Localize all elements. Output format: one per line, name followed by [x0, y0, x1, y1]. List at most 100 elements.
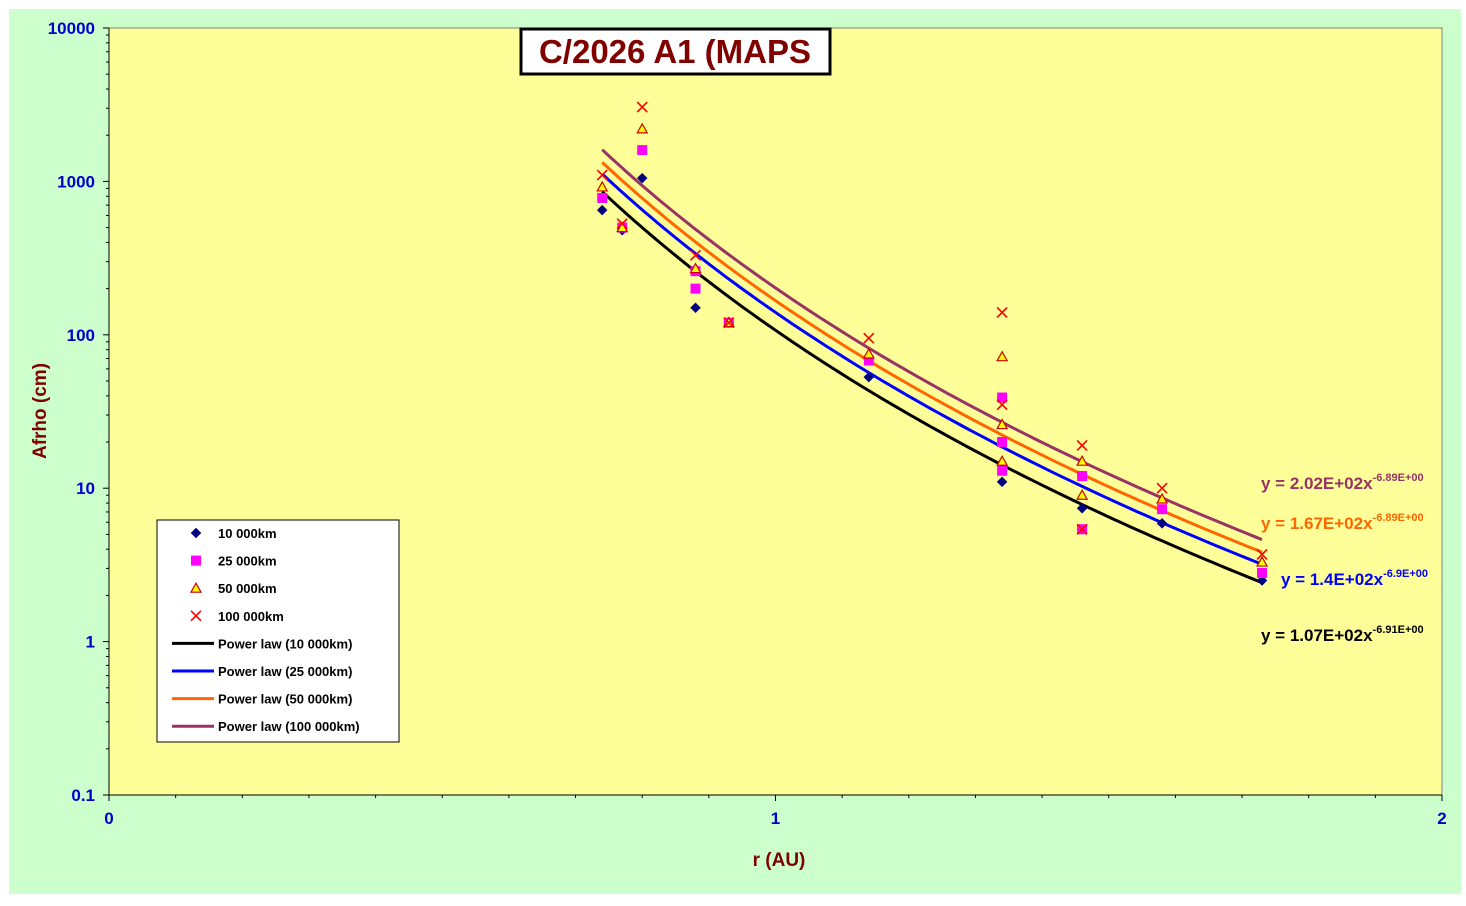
- diamond-marker: [1256, 575, 1268, 586]
- cross-stroke: [723, 317, 735, 329]
- square-marker: [997, 392, 1008, 403]
- data-point: [997, 465, 1008, 476]
- fit-line: [601, 172, 1263, 566]
- data-point: [690, 283, 701, 294]
- square-marker: [997, 465, 1008, 476]
- diamond-marker: [690, 302, 701, 314]
- square-marker: [1077, 471, 1088, 482]
- x-tick-label: 1: [771, 809, 780, 828]
- data-point: [1156, 517, 1168, 529]
- data-point: [689, 262, 702, 274]
- cross-stroke: [616, 218, 628, 230]
- triangle-marker: [689, 262, 702, 274]
- data-point: [1257, 568, 1268, 579]
- cross-stroke: [190, 610, 202, 622]
- triangle-marker: [862, 347, 875, 359]
- cross-stroke: [1256, 548, 1268, 561]
- data-point: [190, 527, 202, 539]
- equation-base: y = 2.02E+02x: [1261, 474, 1373, 493]
- data-point: [1156, 482, 1168, 494]
- legend-item: Power law (10 000km): [172, 636, 352, 651]
- triangle-marker: [1256, 555, 1269, 567]
- data-point: [862, 347, 875, 359]
- square-marker: [690, 283, 701, 294]
- equation-exponent: -6.91E+00: [1373, 624, 1424, 636]
- y-tick-label: 10000: [48, 19, 95, 38]
- diamond-marker: [190, 527, 202, 539]
- triangle-marker: [596, 180, 609, 192]
- equation-exponent: -6.9E+00: [1383, 568, 1428, 580]
- triangle-marker: [996, 350, 1009, 362]
- data-point: [690, 302, 701, 314]
- triangle-marker: [1076, 454, 1089, 466]
- cross-stroke: [689, 249, 702, 261]
- cross-stroke: [1076, 523, 1088, 535]
- cross-stroke: [636, 101, 648, 113]
- square-marker: [863, 355, 874, 366]
- diamond-marker: [996, 476, 1008, 488]
- y-axis-title: Afrho (cm): [30, 363, 51, 459]
- legend-item: Power law (50 000km): [172, 692, 352, 707]
- cross-stroke: [996, 306, 1008, 318]
- cross-stroke: [1076, 439, 1088, 452]
- data-point: [1256, 555, 1269, 567]
- data-markers: [596, 101, 1269, 586]
- triangle-marker: [996, 418, 1009, 430]
- data-point: [596, 169, 608, 181]
- fit-equations: y = 2.02E+02x-6.89E+00y = 1.67E+02x-6.89…: [1261, 472, 1428, 645]
- axes: 0.1 1 10 100 1000 10000 0 1 2: [48, 19, 1447, 828]
- legend-label: Power law (100 000km): [218, 719, 360, 734]
- data-point: [1157, 504, 1168, 515]
- legend-label: 10 000km: [218, 526, 277, 541]
- data-point: [996, 454, 1009, 466]
- y-tick-label: 10: [76, 479, 95, 498]
- legend-label: 50 000km: [218, 581, 277, 596]
- legend-item: 10 000km: [190, 526, 277, 541]
- data-point: [636, 122, 649, 134]
- legend-label: 100 000km: [218, 609, 284, 624]
- data-point: [863, 371, 875, 383]
- cross-stroke: [596, 169, 608, 181]
- data-point: [596, 180, 609, 192]
- fit-line: [601, 148, 1263, 541]
- legend-item: 25 000km: [191, 554, 277, 569]
- square-marker: [1257, 568, 1268, 579]
- chart-title-box: C/2026 A1 (MAPS: [519, 27, 832, 76]
- y-tick-label: 0.1: [71, 786, 95, 805]
- equation-base: y = 1.07E+02x: [1261, 626, 1373, 645]
- legend-label: Power law (50 000km): [218, 692, 352, 707]
- square-marker: [191, 555, 201, 566]
- equation-exponent: -6.89E+00: [1373, 472, 1424, 484]
- data-point: [596, 204, 608, 216]
- diamond-marker: [596, 204, 608, 216]
- square-marker: [997, 437, 1008, 448]
- fit-line: [601, 161, 1263, 554]
- legend: 10 000km 25 000km 50 000km 100 000km Power l…: [156, 519, 400, 743]
- data-point: [1156, 492, 1169, 504]
- data-point: [997, 437, 1008, 448]
- fit-equation: y = 1.07E+02x-6.91E+00: [1261, 624, 1424, 645]
- triangle-marker: [996, 454, 1009, 466]
- square-marker: [1157, 504, 1168, 515]
- data-point: [863, 355, 874, 366]
- data-point: [1256, 548, 1268, 561]
- legend-item: Power law (25 000km): [172, 664, 352, 679]
- legend-item: 100 000km: [190, 609, 284, 624]
- triangle-marker: [1156, 492, 1169, 504]
- data-point: [863, 332, 875, 344]
- triangle-marker: [189, 581, 203, 593]
- cross-stroke: [1156, 482, 1168, 494]
- data-point: [996, 476, 1008, 488]
- data-point: [996, 399, 1008, 411]
- data-point: [191, 555, 201, 566]
- y-tick-label: 1000: [57, 172, 95, 191]
- legend-label: Power law (10 000km): [218, 636, 352, 651]
- equation-base: y = 1.67E+02x: [1261, 514, 1373, 533]
- data-point: [189, 581, 203, 593]
- data-point: [597, 192, 608, 203]
- triangle-marker: [1076, 488, 1089, 500]
- data-point: [996, 350, 1009, 362]
- legend-label: 25 000km: [218, 554, 277, 569]
